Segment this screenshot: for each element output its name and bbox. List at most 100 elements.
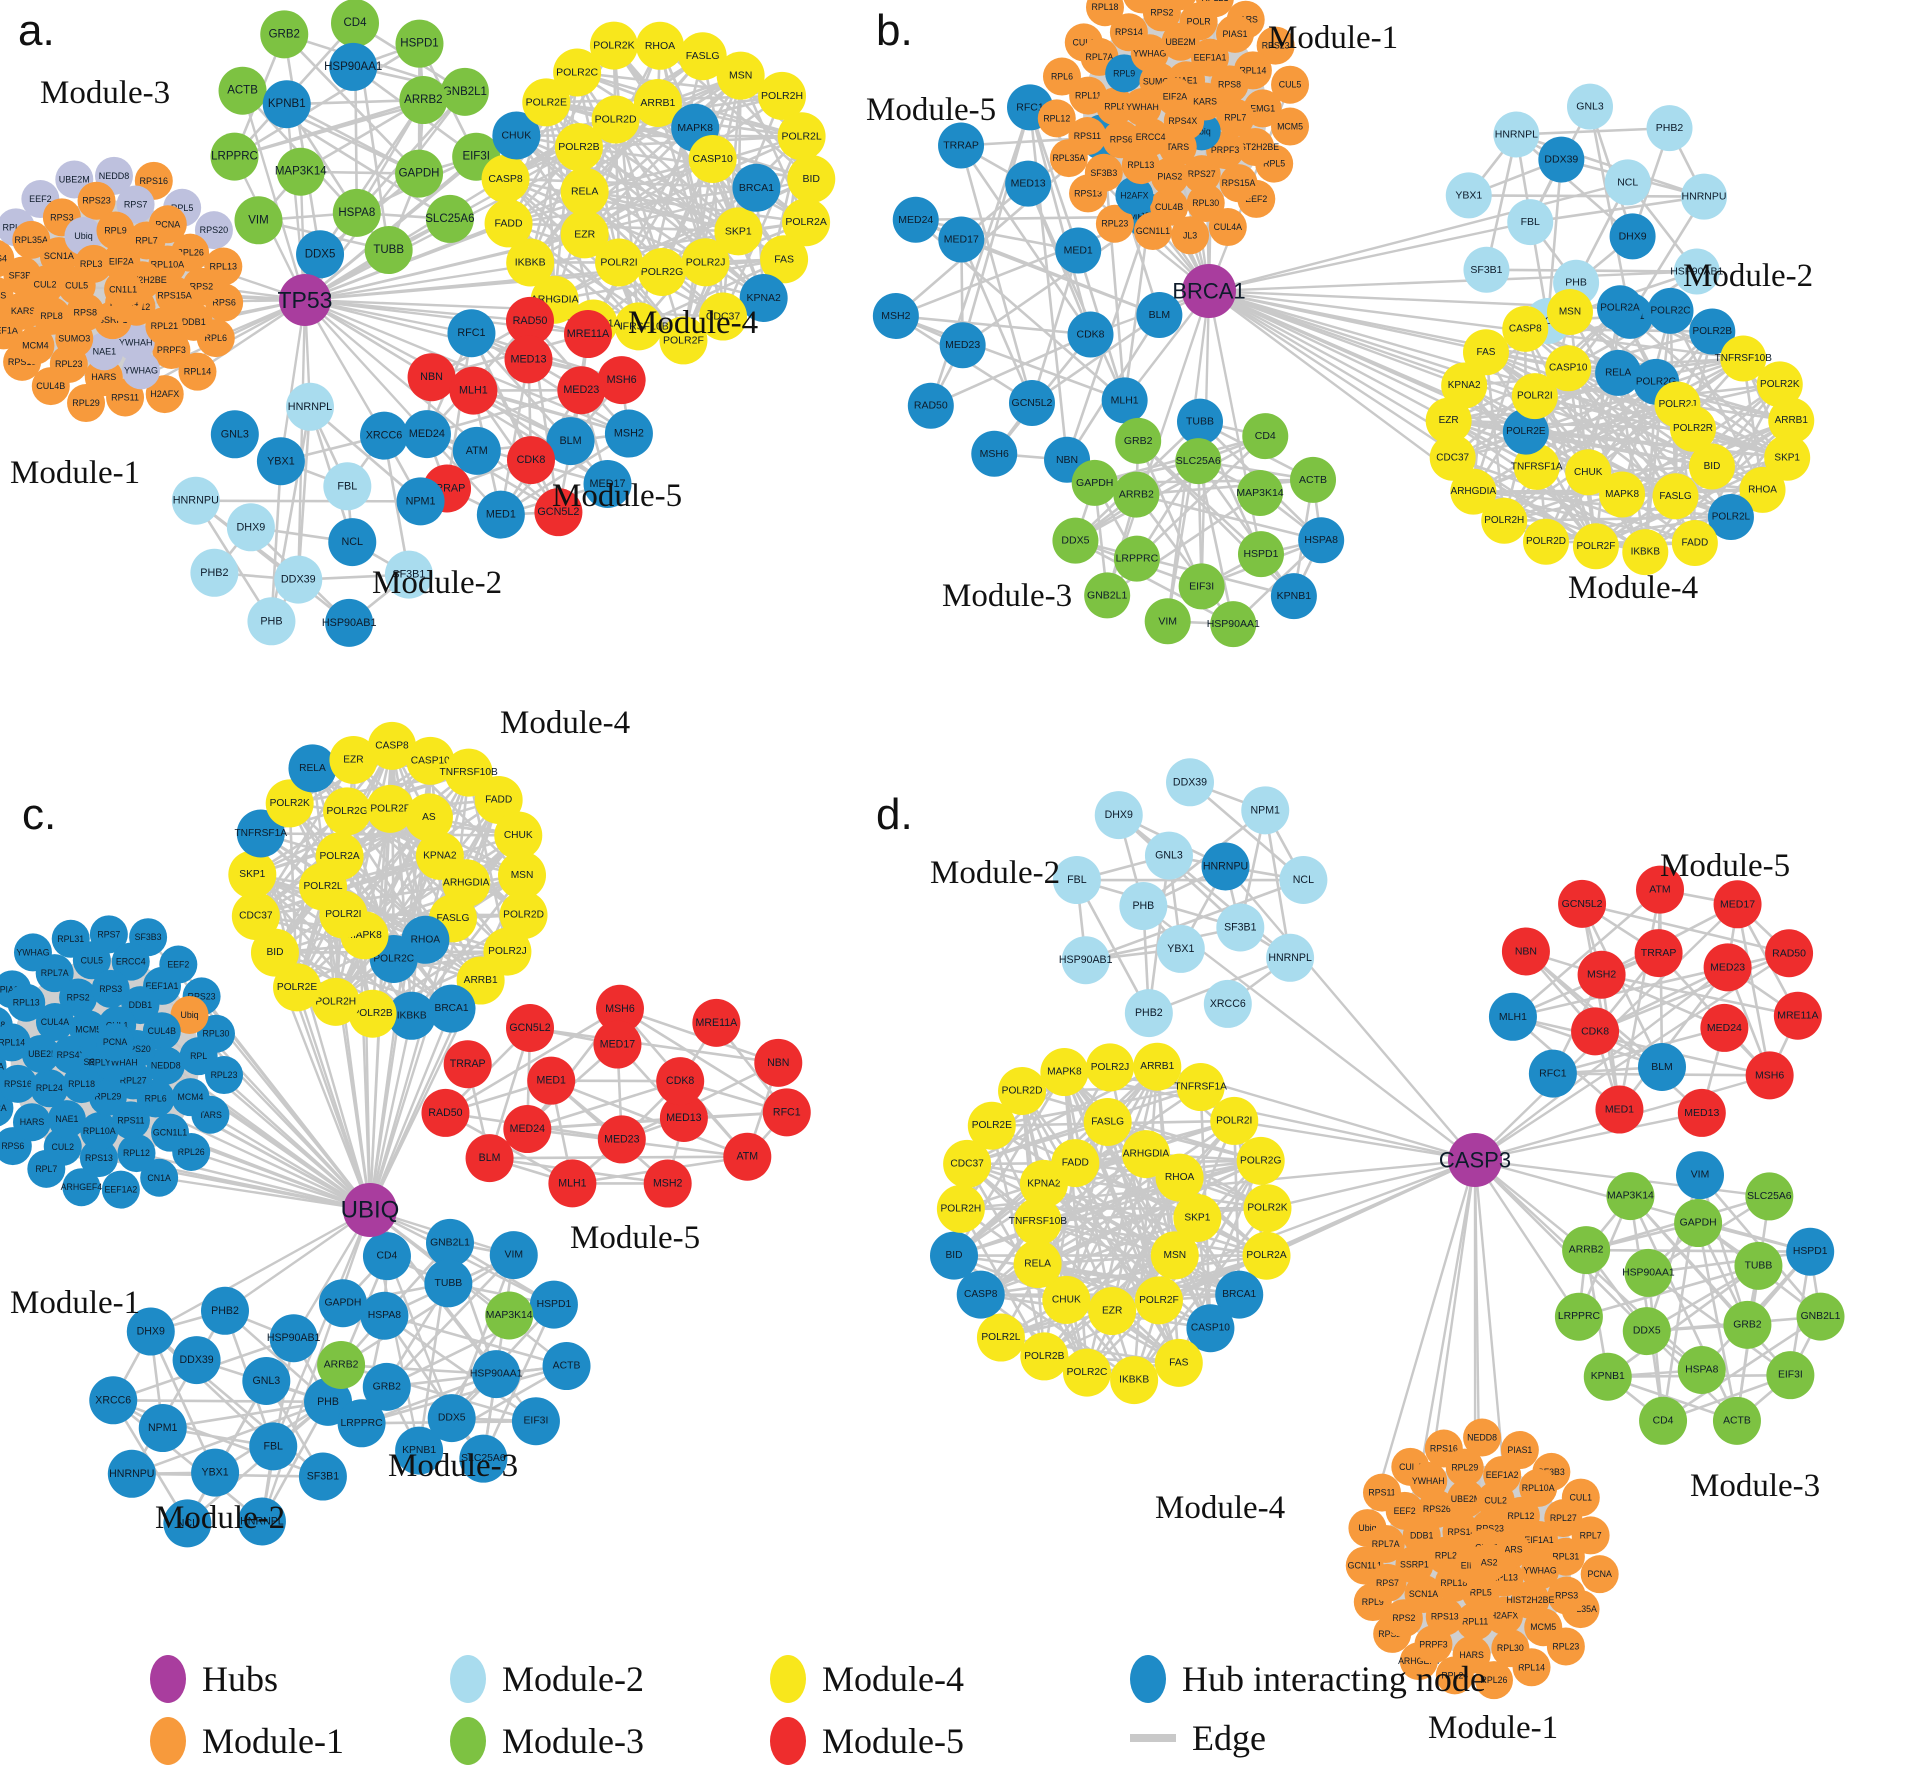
- node-LRPPRC[interactable]: [1554, 1292, 1603, 1341]
- node-UBE2M[interactable]: [1446, 1479, 1485, 1518]
- node-PHB2[interactable]: [1646, 105, 1693, 152]
- node-MED24[interactable]: [402, 410, 451, 459]
- node-BLM[interactable]: [1136, 292, 1183, 339]
- node-TUBB[interactable]: [364, 226, 413, 275]
- node-CASP10[interactable]: [1545, 345, 1592, 392]
- node-HNRNPL[interactable]: [1493, 111, 1540, 158]
- node-POLR2G[interactable]: [638, 247, 687, 296]
- node-RPS2[interactable]: [59, 978, 98, 1017]
- node-RPL23[interactable]: [1095, 204, 1134, 243]
- node-GNB2L1[interactable]: [1084, 572, 1131, 619]
- node-DDX5[interactable]: [427, 1394, 476, 1443]
- node-RPL11[interactable]: [1456, 1602, 1495, 1641]
- node-RPL10A[interactable]: [1519, 1468, 1558, 1507]
- node-MAPK8[interactable]: [1599, 471, 1646, 518]
- node-SF3B1[interactable]: [384, 550, 433, 599]
- node-BID[interactable]: [929, 1231, 978, 1280]
- node-MSH2[interactable]: [872, 292, 919, 339]
- node-PHB2[interactable]: [201, 1286, 249, 1335]
- node-RPS11[interactable]: [111, 1101, 150, 1140]
- node-PIAS2[interactable]: [1150, 157, 1189, 196]
- node-GCN1L1[interactable]: [151, 1113, 190, 1152]
- node-HNRNPU[interactable]: [107, 1449, 156, 1498]
- node-MLH1[interactable]: [548, 1159, 597, 1208]
- node-GCN5L2[interactable]: [534, 488, 583, 537]
- node-POLR2F[interactable]: [659, 316, 708, 365]
- node-RHOA[interactable]: [1739, 466, 1786, 513]
- node-RAD50[interactable]: [421, 1088, 470, 1137]
- node-HSPA8[interactable]: [332, 188, 381, 237]
- node-DDX39[interactable]: [1538, 136, 1585, 183]
- node-CDK8[interactable]: [1067, 311, 1114, 358]
- node-MCM4[interactable]: [171, 1078, 210, 1117]
- node-MSH2[interactable]: [604, 409, 653, 458]
- node-TNFRSF10B[interactable]: [1720, 335, 1767, 382]
- node-ATM[interactable]: [723, 1132, 772, 1181]
- node-RPS15A[interactable]: [1219, 164, 1258, 203]
- node-JL3[interactable]: [1171, 216, 1210, 255]
- node-CDC37[interactable]: [943, 1139, 992, 1188]
- node-RPL35A[interactable]: [12, 220, 51, 259]
- node-HSPA8[interactable]: [1298, 517, 1345, 564]
- node-EEF1A2[interactable]: [101, 1170, 140, 1209]
- node-POLR2C[interactable]: [1647, 287, 1694, 334]
- node-POLR2G[interactable]: [323, 787, 372, 836]
- node-TUBB[interactable]: [1734, 1241, 1783, 1290]
- node-RPL29[interactable]: [1445, 1448, 1484, 1487]
- node-RPL18[interactable]: [1085, 0, 1124, 27]
- node-XRCC6[interactable]: [1203, 979, 1252, 1028]
- node-RFC1[interactable]: [762, 1088, 811, 1137]
- node-AS2[interactable]: [1470, 1543, 1509, 1582]
- node-RPL26[interactable]: [1474, 1661, 1513, 1700]
- node-RPL30[interactable]: [74, 244, 113, 283]
- node-FADD[interactable]: [474, 775, 523, 824]
- node-MLH1[interactable]: [1101, 377, 1148, 424]
- node-POLR2I[interactable]: [1210, 1096, 1259, 1145]
- node-FADD[interactable]: [1671, 520, 1718, 567]
- node-AS[interactable]: [404, 793, 453, 842]
- node-MSH2[interactable]: [1577, 950, 1626, 999]
- node-PIAS1[interactable]: [1216, 14, 1255, 53]
- node-GNL3[interactable]: [210, 410, 259, 459]
- hub-node-tp53[interactable]: [279, 274, 331, 326]
- node-PCNA[interactable]: [96, 1023, 135, 1062]
- node-DDX5[interactable]: [1052, 517, 1099, 564]
- node-HSPD1[interactable]: [395, 19, 444, 68]
- node-IKBKB[interactable]: [506, 238, 555, 287]
- node-CASP8[interactable]: [956, 1270, 1005, 1319]
- node-KPNB1[interactable]: [1270, 573, 1317, 620]
- node-TUBB[interactable]: [424, 1259, 473, 1308]
- node-ATM[interactable]: [1636, 865, 1684, 914]
- node-ARHGDIA[interactable]: [1121, 1130, 1170, 1179]
- node-MAP3K14[interactable]: [276, 147, 325, 196]
- node-CASP10[interactable]: [406, 736, 455, 785]
- node-GRB2[interactable]: [1723, 1300, 1772, 1349]
- node-MLH1[interactable]: [449, 366, 498, 415]
- node-CASP10[interactable]: [688, 134, 737, 183]
- node-CHUK[interactable]: [492, 111, 541, 160]
- node-RFC1[interactable]: [1528, 1049, 1577, 1098]
- node-FASLG[interactable]: [1083, 1097, 1132, 1146]
- node-CDC37[interactable]: [699, 292, 748, 341]
- node-RHOA[interactable]: [1155, 1153, 1204, 1202]
- node-DHX9[interactable]: [226, 503, 275, 552]
- hub-node-brca1[interactable]: [1182, 264, 1236, 318]
- node-UBE2M[interactable]: [1161, 22, 1200, 61]
- node-FAS[interactable]: [760, 235, 809, 284]
- node-RPL8[interactable]: [32, 296, 71, 335]
- node-GAPDH[interactable]: [395, 149, 444, 198]
- node-GNB2L1[interactable]: [440, 67, 489, 116]
- node-ARRB2[interactable]: [1113, 471, 1160, 518]
- node-GNL3[interactable]: [1567, 83, 1613, 130]
- node-MSN[interactable]: [716, 51, 765, 100]
- node-KPNA2[interactable]: [739, 274, 788, 323]
- node-ARHGDIA[interactable]: [442, 859, 491, 908]
- node-SKP1[interactable]: [1173, 1193, 1222, 1242]
- node-NBN[interactable]: [754, 1038, 803, 1087]
- node-HARS[interactable]: [1452, 1635, 1491, 1674]
- node-RPL21[interactable]: [145, 307, 184, 346]
- node-HSPD1[interactable]: [1237, 531, 1284, 578]
- node-VIM[interactable]: [1676, 1151, 1724, 1200]
- node-GCN5L2[interactable]: [1008, 379, 1055, 426]
- node-TRRAP[interactable]: [1634, 929, 1683, 978]
